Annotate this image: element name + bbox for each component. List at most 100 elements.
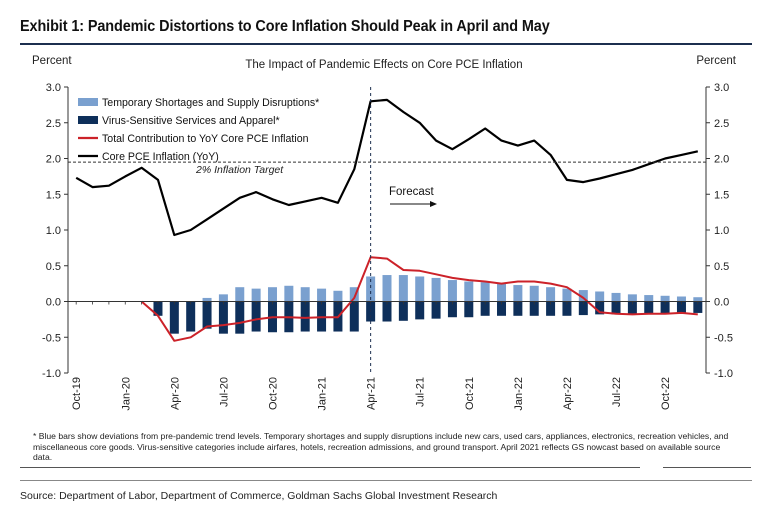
xtick-label: Apr-20 (169, 377, 181, 410)
temporary-bar (382, 275, 392, 302)
title-divider (20, 43, 752, 45)
legend-swatch (78, 116, 98, 124)
virus-bar (513, 301, 523, 316)
temporary-bar (267, 287, 277, 302)
virus-bar (153, 301, 163, 316)
xtick-label: Jan-20 (120, 377, 132, 411)
virus-bar (529, 301, 539, 316)
virus-bar (169, 301, 179, 334)
bar-series (153, 275, 703, 334)
right-ytick-label: 0.0 (714, 297, 729, 309)
left-ytick-label: 0.5 (46, 261, 61, 273)
temporary-bar (415, 276, 425, 302)
temporary-bar (644, 295, 654, 302)
footnote-divider-right (663, 467, 751, 468)
temporary-bar (251, 288, 261, 302)
temporary-bar (300, 287, 310, 302)
xtick-label: Oct-21 (464, 377, 476, 410)
temporary-bar (562, 288, 572, 302)
xtick-label: Jan-22 (513, 377, 525, 411)
right-ytick-label: 0.5 (714, 261, 729, 273)
left-axis-title: Percent (32, 55, 72, 67)
xtick-label: Apr-22 (562, 377, 574, 410)
legend-label: Virus-Sensitive Services and Apparel* (102, 115, 280, 127)
virus-bar (627, 301, 637, 314)
virus-bar (578, 301, 588, 316)
xtick-label: Apr-21 (366, 377, 378, 410)
xtick-label: Jul-22 (611, 377, 623, 407)
virus-bar (447, 301, 457, 318)
temporary-bar (431, 277, 441, 302)
virus-bar (431, 301, 441, 319)
temporary-bar (611, 292, 621, 302)
virus-bar (349, 301, 359, 332)
temporary-bar (693, 297, 703, 302)
left-ytick-label: -0.5 (42, 332, 61, 344)
left-ytick-label: 1.5 (46, 189, 61, 201)
legend-label: Core PCE Inflation (YoY) (102, 151, 219, 163)
virus-bar (595, 301, 605, 315)
temporary-bar (464, 281, 474, 302)
virus-bar (415, 301, 425, 320)
temporary-bar (317, 288, 327, 302)
core-pce-line (75, 98, 699, 237)
temporary-bar (284, 285, 294, 302)
source-divider (20, 480, 752, 481)
temporary-bar (578, 290, 588, 302)
right-axis-title: Percent (696, 55, 736, 67)
legend-label: Total Contribution to YoY Core PCE Infla… (102, 133, 309, 145)
target-label: 2% Inflation Target (195, 164, 284, 176)
left-ytick-label: 3.0 (46, 82, 61, 94)
temporary-bar (218, 294, 228, 302)
total-contribution-line (140, 256, 698, 342)
virus-bar (186, 301, 196, 332)
xtick-label: Oct-22 (660, 377, 672, 410)
temporary-bar (447, 280, 457, 302)
virus-bar (546, 301, 556, 316)
virus-bar (235, 301, 245, 334)
temporary-bar (235, 287, 245, 302)
xtick-label: Jan-21 (317, 377, 329, 411)
temporary-bar (660, 295, 670, 302)
virus-bar (611, 301, 621, 315)
virus-bar (300, 301, 310, 332)
forecast-arrow-head (430, 201, 437, 207)
virus-bar (464, 301, 474, 318)
virus-bar (480, 301, 490, 316)
virus-bar (218, 301, 228, 334)
right-ytick-label: 2.0 (714, 154, 729, 166)
footnote-divider (20, 467, 640, 468)
virus-bar (660, 301, 670, 314)
annotations: 2% Inflation Target Forecast (68, 87, 706, 373)
virus-bar (382, 301, 392, 322)
left-ytick-label: 0.0 (46, 297, 61, 309)
xtick-label: Jul-20 (218, 377, 230, 407)
virus-bar (562, 301, 572, 316)
chart-container: Percent Percent The Impact of Pandemic Eff… (18, 47, 751, 425)
source-note: Source: Department of Labor, Department … (20, 490, 498, 502)
virus-bar (676, 301, 686, 313)
right-ytick-label: 1.0 (714, 225, 729, 237)
virus-bar (398, 301, 408, 321)
xtick-label: Jul-21 (415, 377, 427, 407)
legend-swatch (78, 98, 98, 106)
right-ytick-label: 2.5 (714, 118, 729, 130)
right-ytick-label: 3.0 (714, 82, 729, 94)
right-ytick-label: 1.5 (714, 189, 729, 201)
temporary-bar (676, 296, 686, 302)
chart-footnote: * Blue bars show deviations from pre-pan… (33, 431, 729, 463)
axes: Percent Percent The Impact of Pandemic Eff… (32, 55, 737, 411)
virus-bar (644, 301, 654, 314)
left-ytick-label: 2.0 (46, 154, 61, 166)
legend: Temporary Shortages and Supply Disruptio… (78, 97, 319, 163)
temporary-bar (546, 287, 556, 302)
xtick-label: Oct-20 (267, 377, 279, 410)
right-ytick-label: -0.5 (714, 332, 733, 344)
virus-bar (202, 301, 212, 329)
chart-title: The Impact of Pandemic Effects on Core P… (245, 59, 522, 71)
temporary-bar (480, 282, 490, 302)
left-ytick-label: -1.0 (42, 368, 61, 380)
temporary-bar (529, 285, 539, 302)
temporary-bar (202, 297, 212, 302)
temporary-bar (595, 291, 605, 302)
